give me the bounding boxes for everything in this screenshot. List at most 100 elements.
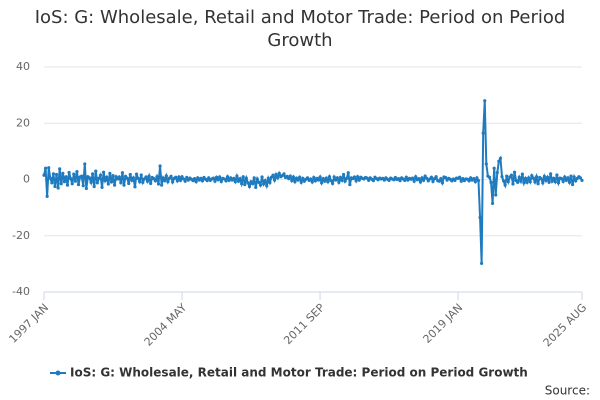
data-point	[500, 175, 504, 179]
data-point	[109, 180, 114, 184]
data-point	[183, 179, 187, 183]
data-point	[127, 181, 131, 186]
data-point	[305, 176, 310, 180]
data-point	[95, 181, 99, 185]
data-point	[70, 182, 74, 186]
data-point	[556, 181, 561, 185]
x-tick-label: 1997 JAN	[6, 301, 51, 346]
y-tick-label: 0	[23, 173, 30, 186]
data-point	[414, 175, 418, 179]
data-point	[475, 176, 479, 180]
data-point	[149, 181, 153, 186]
data-point	[327, 175, 332, 179]
data-point	[291, 175, 295, 179]
data-point	[285, 174, 289, 179]
data-point	[580, 178, 584, 182]
data-point	[310, 180, 314, 184]
data-point	[578, 176, 583, 180]
data-point	[134, 172, 139, 176]
data-point	[247, 184, 252, 189]
data-point	[92, 184, 96, 189]
data-point	[503, 183, 507, 187]
data-point	[117, 175, 121, 179]
data-point	[382, 178, 386, 182]
data-point	[244, 176, 248, 180]
data-point	[365, 176, 369, 180]
data-point	[323, 179, 327, 183]
data-point	[192, 177, 197, 181]
data-point	[298, 175, 302, 179]
data-point	[236, 179, 241, 183]
data-point	[138, 180, 142, 184]
data-point	[324, 176, 328, 180]
data-point	[418, 180, 423, 184]
data-point	[348, 182, 352, 187]
legend-marker	[55, 370, 61, 376]
data-point	[553, 180, 557, 184]
data-point	[258, 183, 263, 187]
data-point	[164, 174, 168, 178]
data-point	[145, 179, 150, 183]
data-point	[476, 179, 481, 183]
data-point	[569, 174, 573, 178]
data-point	[160, 183, 164, 187]
data-point	[313, 179, 317, 183]
data-point	[251, 182, 255, 186]
chart-title: IoS: G: Wholesale, Retail and Motor Trad…	[34, 7, 566, 51]
data-point	[102, 170, 106, 174]
data-point	[67, 170, 71, 175]
data-point	[321, 177, 325, 181]
data-point	[567, 180, 572, 184]
data-point	[346, 171, 350, 175]
data-point	[495, 170, 499, 175]
data-point	[566, 176, 570, 180]
data-point	[174, 175, 178, 179]
data-point	[525, 180, 529, 184]
data-point	[105, 175, 109, 179]
data-point	[163, 179, 167, 183]
data-point	[243, 182, 247, 187]
data-point	[354, 179, 358, 183]
data-point	[128, 172, 132, 177]
data-point	[252, 176, 256, 180]
data-point	[255, 177, 259, 181]
data-point	[337, 180, 341, 184]
data-point	[552, 176, 556, 180]
data-point	[51, 172, 56, 176]
data-point	[205, 179, 209, 183]
data-point	[276, 176, 280, 180]
data-point	[484, 162, 488, 166]
data-point	[224, 179, 228, 183]
data-point	[398, 179, 402, 183]
data-point	[48, 176, 52, 180]
data-point	[156, 182, 161, 186]
data-point	[233, 180, 237, 184]
data-point	[73, 179, 77, 183]
data-point	[572, 175, 576, 179]
data-point	[392, 178, 396, 182]
data-point	[287, 177, 291, 181]
data-point	[87, 176, 92, 180]
data-point	[139, 173, 143, 177]
data-point	[147, 174, 151, 178]
data-point	[141, 180, 145, 184]
data-point	[214, 175, 219, 179]
data-point	[106, 182, 110, 186]
data-point	[130, 178, 134, 182]
data-point	[541, 181, 545, 185]
data-point	[181, 177, 186, 181]
data-point	[412, 179, 416, 183]
data-point	[429, 175, 434, 179]
data-point	[404, 175, 408, 179]
data-point	[338, 175, 343, 180]
data-point	[240, 182, 244, 186]
data-point	[530, 173, 534, 178]
data-point	[108, 171, 112, 175]
data-point	[111, 173, 115, 178]
data-point	[545, 175, 550, 179]
data-point	[296, 178, 300, 182]
data-point	[564, 178, 568, 182]
data-point	[469, 176, 473, 180]
data-point	[528, 180, 532, 184]
